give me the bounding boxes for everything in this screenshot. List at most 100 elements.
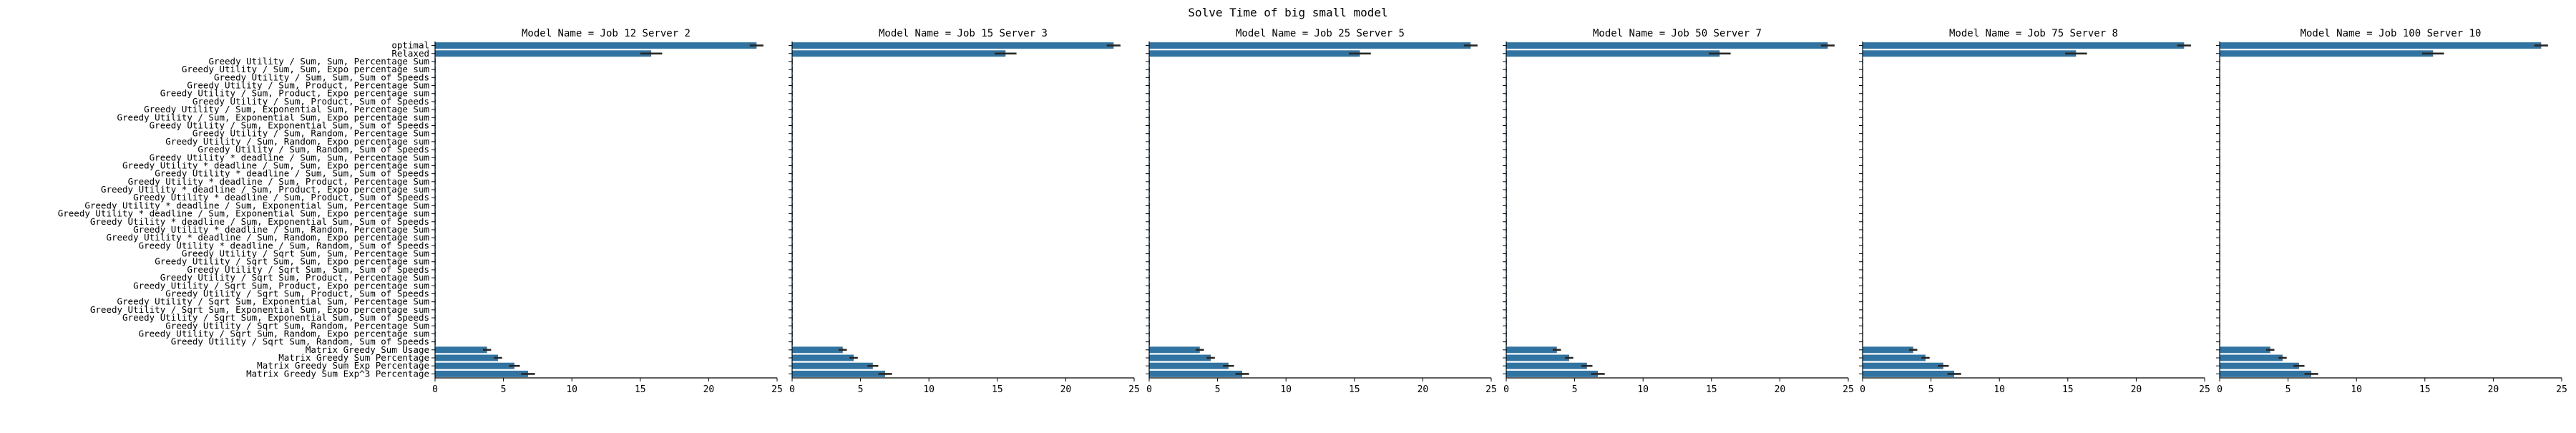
- x-tick-label: 10: [1994, 384, 2005, 395]
- panel-title: Model Name = Job 75 Server 8: [1949, 28, 2118, 39]
- category-label: Greedy Utility * deadline / Sum, Exponen…: [58, 208, 429, 219]
- category-label: Greedy Utility * deadline / Sum, Exponen…: [90, 216, 429, 227]
- category-label: Greedy Utility / Sum, Product, Expo perc…: [160, 88, 429, 99]
- category-label: Greedy Utility / Sum, Sum, Expo percenta…: [182, 64, 429, 74]
- category-label: Greedy Utility * deadline / Sum, Product…: [128, 176, 429, 187]
- x-tick-label: 25: [1485, 384, 1497, 395]
- x-tick-label: 15: [1349, 384, 1360, 395]
- x-tick-label: 20: [1418, 384, 1429, 395]
- chart-bar: [1149, 50, 1360, 57]
- category-label: Matrix Greedy Sum Percentage: [278, 352, 429, 363]
- category-label: Greedy Utility * deadline / Sum, Sum, Su…: [155, 168, 429, 179]
- chart-bar: [1506, 370, 1599, 377]
- category-label: Greedy Utility / Sum, Product, Percentag…: [187, 80, 429, 91]
- chart-bar: [1506, 354, 1569, 361]
- category-label: Greedy Utility * deadline / Sum, Exponen…: [84, 200, 429, 210]
- x-tick-label: 10: [923, 384, 935, 395]
- chart-bar: [435, 50, 652, 57]
- x-tick-label: 10: [566, 384, 577, 395]
- category-label: Greedy Utility / Sqrt Sum, Exponential S…: [122, 312, 429, 323]
- chart-bar: [435, 42, 757, 49]
- x-tick-label: 15: [2062, 384, 2074, 395]
- x-tick-label: 25: [2556, 384, 2567, 395]
- chart-bar: [1863, 370, 1955, 377]
- x-tick-label: 5: [1572, 384, 1578, 395]
- chart-bar: [1863, 50, 2077, 57]
- chart-panel: Model Name = Job 100 Server 10 0 5 10 15 20 25: [2216, 28, 2567, 395]
- chart-bar: [1149, 354, 1211, 361]
- category-label: Greedy Utility / Sqrt Sum, Product, Sum …: [165, 288, 429, 299]
- x-tick-label: 25: [1128, 384, 1140, 395]
- panel-title: Model Name = Job 15 Server 3: [879, 28, 1048, 39]
- panel-title: Model Name = Job 12 Server 2: [522, 28, 691, 39]
- x-tick-label: 10: [2351, 384, 2362, 395]
- chart-bar: [1863, 42, 2185, 49]
- chart-bar: [1506, 346, 1557, 354]
- chart-bar: [1149, 362, 1229, 369]
- category-label: Matrix Greedy Sum Exp Percentage: [257, 360, 429, 371]
- x-tick-label: 20: [1060, 384, 1072, 395]
- x-tick-label: 5: [1928, 384, 1934, 395]
- category-label: Greedy Utility / Sqrt Sum, Random, Perce…: [165, 320, 429, 331]
- x-tick-label: 5: [858, 384, 864, 395]
- category-label: Greedy Utility / Sqrt Sum, Exponential S…: [117, 296, 430, 307]
- category-label: Greedy Utility * deadline / Sum, Random,…: [133, 224, 429, 235]
- chart-bar: [2220, 370, 2312, 377]
- chart-panel: Model Name = Job 15 Server 3 0 5 10 15 20 25: [789, 28, 1140, 395]
- chart-bar: [1149, 346, 1200, 354]
- x-tick-label: 20: [2131, 384, 2142, 395]
- chart-bar: [792, 362, 873, 369]
- category-label: Greedy Utility / Sqrt Sum, Product, Perc…: [160, 272, 429, 283]
- chart-bar: [2220, 354, 2283, 361]
- category-label: Greedy Utility * deadline / Sum, Product…: [101, 184, 429, 195]
- category-label: Matrix Greedy Sum Usage: [306, 344, 429, 355]
- chart-bar: [792, 354, 854, 361]
- x-tick-label: 5: [501, 384, 507, 395]
- chart-bar: [792, 346, 843, 354]
- category-label: Greedy Utility / Sqrt Sum, Exponential S…: [90, 304, 429, 315]
- category-label: Greedy Utility / Sum, Sum, Percentage Su…: [208, 56, 429, 67]
- category-label: Greedy Utility / Sqrt Sum, Sum, Sum of S…: [187, 264, 429, 275]
- category-label: Greedy Utility * deadline / Sum, Random,…: [106, 232, 429, 243]
- category-label: Greedy Utility / Sqrt Sum, Sum, Expo per…: [155, 256, 429, 267]
- chart-bar: [1149, 370, 1243, 377]
- panel-title: Model Name = Job 50 Server 7: [1593, 28, 1762, 39]
- category-label: Greedy Utility / Sum, Random, Percentage…: [192, 128, 429, 139]
- chart-bar: [2220, 50, 2434, 57]
- category-label: Greedy Utility / Sqrt Sum, Random, Sum o…: [171, 336, 429, 347]
- x-tick-label: 15: [1706, 384, 1717, 395]
- x-tick-label: 10: [1637, 384, 1649, 395]
- category-label: Greedy Utility / Sum, Product, Sum of Sp…: [192, 96, 429, 107]
- category-label: Greedy Utility / Sum, Random, Expo perce…: [165, 136, 429, 147]
- x-tick-label: 0: [1146, 384, 1152, 395]
- category-label: Greedy Utility / Sqrt Sum, Product, Expo…: [133, 280, 429, 291]
- chart-bar: [792, 50, 1006, 57]
- chart-bar: [435, 354, 498, 361]
- chart-bar: [1506, 50, 1720, 57]
- chart-bar: [1149, 42, 1471, 49]
- category-label: Greedy Utility / Sum, Sum, Sum of Speeds: [214, 72, 429, 82]
- x-tick-label: 25: [771, 384, 783, 395]
- category-label: Greedy Utility / Sum, Exponential Sum, S…: [150, 120, 429, 131]
- chart-bar: [2220, 42, 2542, 49]
- x-tick-label: 0: [1503, 384, 1509, 395]
- x-tick-label: 0: [789, 384, 795, 395]
- chart-title: Solve Time of big small model: [1188, 6, 1387, 19]
- chart-bar: [792, 370, 886, 377]
- category-label: Greedy Utility / Sqrt Sum, Sum, Percenta…: [182, 248, 429, 259]
- x-tick-label: 20: [2488, 384, 2499, 395]
- x-tick-label: 15: [635, 384, 646, 395]
- chart-bar: [1863, 354, 1926, 361]
- x-tick-label: 20: [1775, 384, 1786, 395]
- category-label: Greedy Utility / Sum, Exponential Sum, P…: [144, 104, 429, 115]
- x-tick-label: 15: [2419, 384, 2431, 395]
- chart-panel: Model Name = Job 75 Server 8 0 5 10 15 20 25: [1859, 28, 2210, 395]
- x-tick-label: 20: [703, 384, 715, 395]
- category-label: Greedy Utility * deadline / Sum, Product…: [133, 192, 429, 203]
- chart-bar: [2220, 362, 2299, 369]
- x-tick-label: 10: [1280, 384, 1292, 395]
- chart-bar: [435, 362, 514, 369]
- chart-bar: [2220, 346, 2270, 354]
- x-tick-label: 0: [2217, 384, 2223, 395]
